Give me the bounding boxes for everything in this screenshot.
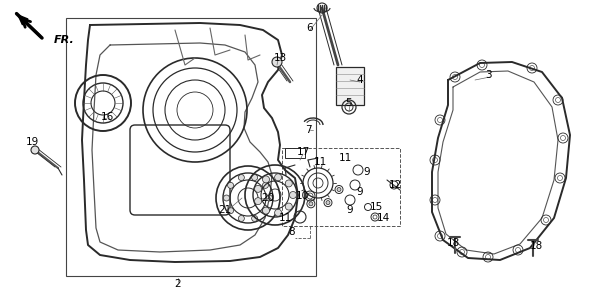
Text: 18: 18 <box>447 238 460 248</box>
Text: 21: 21 <box>218 205 232 215</box>
Circle shape <box>238 216 244 222</box>
Circle shape <box>238 175 244 181</box>
Circle shape <box>274 209 281 216</box>
Text: 11: 11 <box>278 213 291 223</box>
Text: 2: 2 <box>175 279 181 289</box>
Text: 7: 7 <box>304 125 312 135</box>
Polygon shape <box>18 15 28 25</box>
Text: 8: 8 <box>289 227 296 237</box>
Circle shape <box>263 208 268 214</box>
Circle shape <box>272 57 282 67</box>
Text: 15: 15 <box>369 202 383 212</box>
Circle shape <box>274 174 281 181</box>
Circle shape <box>309 202 313 206</box>
Circle shape <box>326 200 330 205</box>
Circle shape <box>252 216 258 222</box>
Text: 5: 5 <box>345 98 351 108</box>
Text: 18: 18 <box>529 241 543 251</box>
Circle shape <box>263 182 268 188</box>
Circle shape <box>255 185 261 192</box>
Text: 16: 16 <box>100 112 114 122</box>
Text: 9: 9 <box>357 187 363 197</box>
Text: 20: 20 <box>261 193 274 203</box>
Bar <box>66 18 316 276</box>
Text: 9: 9 <box>347 205 353 215</box>
Text: 12: 12 <box>388 180 402 190</box>
Text: 10: 10 <box>296 191 309 201</box>
Circle shape <box>228 208 234 214</box>
Circle shape <box>224 195 230 201</box>
Circle shape <box>337 188 341 191</box>
Text: 19: 19 <box>25 137 38 147</box>
Text: 4: 4 <box>357 75 363 85</box>
Circle shape <box>255 198 261 205</box>
Text: 11: 11 <box>339 153 352 163</box>
Circle shape <box>286 180 292 187</box>
Circle shape <box>267 195 273 201</box>
Circle shape <box>31 146 39 154</box>
Bar <box>336 67 364 105</box>
Text: 14: 14 <box>376 213 389 223</box>
Text: FR.: FR. <box>54 35 75 45</box>
Circle shape <box>263 207 270 214</box>
Bar <box>285 148 305 158</box>
Circle shape <box>263 176 270 183</box>
Bar <box>282 148 400 226</box>
Text: 17: 17 <box>296 147 310 157</box>
Circle shape <box>286 203 292 210</box>
Circle shape <box>228 182 234 188</box>
Circle shape <box>252 175 258 181</box>
Text: 3: 3 <box>485 70 491 80</box>
Text: 9: 9 <box>363 167 371 177</box>
Circle shape <box>290 191 297 198</box>
Text: 13: 13 <box>273 53 287 63</box>
Text: 6: 6 <box>307 23 313 33</box>
Text: 11: 11 <box>313 157 327 167</box>
